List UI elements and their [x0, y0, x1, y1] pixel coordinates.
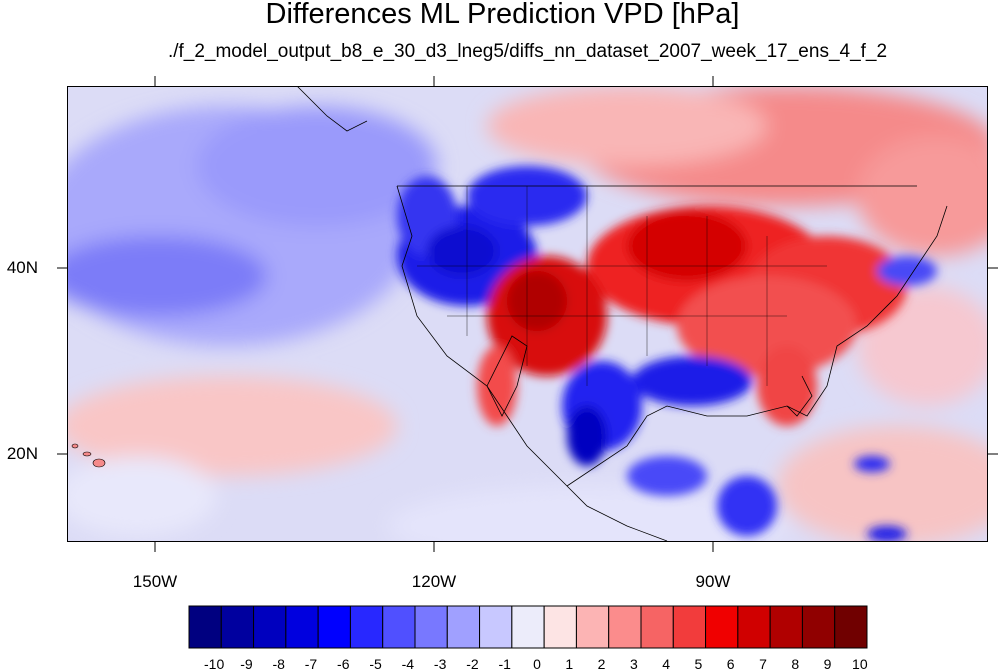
hawaii-islands: [71, 443, 106, 468]
colorbar-label: 4: [662, 656, 671, 672]
colorbar-label: -3: [433, 656, 447, 672]
map-frame: [67, 86, 988, 542]
colorbar-box: [414, 605, 448, 649]
colorbar-label: 2: [597, 656, 606, 672]
colorbar-label: -7: [304, 656, 318, 672]
colorbar-box: [575, 605, 610, 649]
colorbar-label: 3: [629, 656, 638, 672]
vpd-difference-map: [67, 86, 988, 542]
colorbar-label: -6: [337, 656, 350, 672]
lon-label-150w: 150W: [132, 572, 178, 591]
colorbar-box: [769, 605, 803, 649]
colorbar-box: [801, 605, 836, 649]
colorbar-label: -8: [272, 656, 285, 672]
colorbar-box: [188, 605, 222, 649]
colorbar-box: [672, 605, 707, 649]
lat-label-20n: 20N: [6, 444, 38, 463]
colorbar-label: -5: [369, 656, 382, 672]
colorbar-box: [349, 605, 384, 649]
difference-field-broad: [67, 86, 988, 542]
coastlines: [296, 86, 948, 542]
state-borders: [417, 186, 827, 386]
colorbar-box: [834, 605, 868, 649]
colorbar-label: 9: [823, 656, 832, 672]
colorbar-label: -2: [466, 656, 479, 672]
colorbar-box: [220, 605, 255, 649]
colorbar-label: 5: [694, 656, 703, 672]
colorbar-box: [446, 605, 481, 649]
colorbar-box: [382, 605, 416, 649]
colorbar-box: [705, 605, 739, 649]
colorbar-label: -9: [240, 656, 253, 672]
colorbar-label: 7: [759, 656, 767, 672]
colorbar-box: [608, 605, 642, 649]
colorbar-label: 0: [533, 656, 541, 672]
map-title: Differences ML Prediction VPD [hPa]: [265, 0, 740, 30]
colorbar-label: 10: [852, 656, 868, 672]
colorbar-label: 8: [791, 656, 800, 672]
colorbar-label: 6: [726, 656, 735, 672]
map-canvas: [67, 86, 988, 542]
colorbar-box: [253, 605, 287, 649]
colorbar-box: [640, 605, 674, 649]
colorbar-box: [511, 605, 545, 649]
lon-label-120w: 120W: [411, 572, 457, 591]
colorbar-label: 1: [565, 656, 574, 672]
map-subtitle: ./f_2_model_output_b8_e_30_d3_lneg5/diff…: [167, 41, 888, 62]
colorbar-box: [737, 605, 771, 649]
colorbar-label: -10: [204, 656, 225, 672]
colorbar-box: [479, 605, 513, 649]
colorbar-box: [285, 605, 319, 649]
lat-label-40n: 40N: [6, 258, 38, 277]
colorbar-label: -1: [498, 656, 511, 672]
colorbar: [188, 605, 868, 654]
colorbar-box: [317, 605, 351, 649]
colorbar-boxes: [188, 605, 868, 649]
lon-label-90w: 90W: [695, 572, 731, 591]
colorbar-box: [543, 605, 577, 649]
colorbar-label: -4: [401, 656, 415, 672]
